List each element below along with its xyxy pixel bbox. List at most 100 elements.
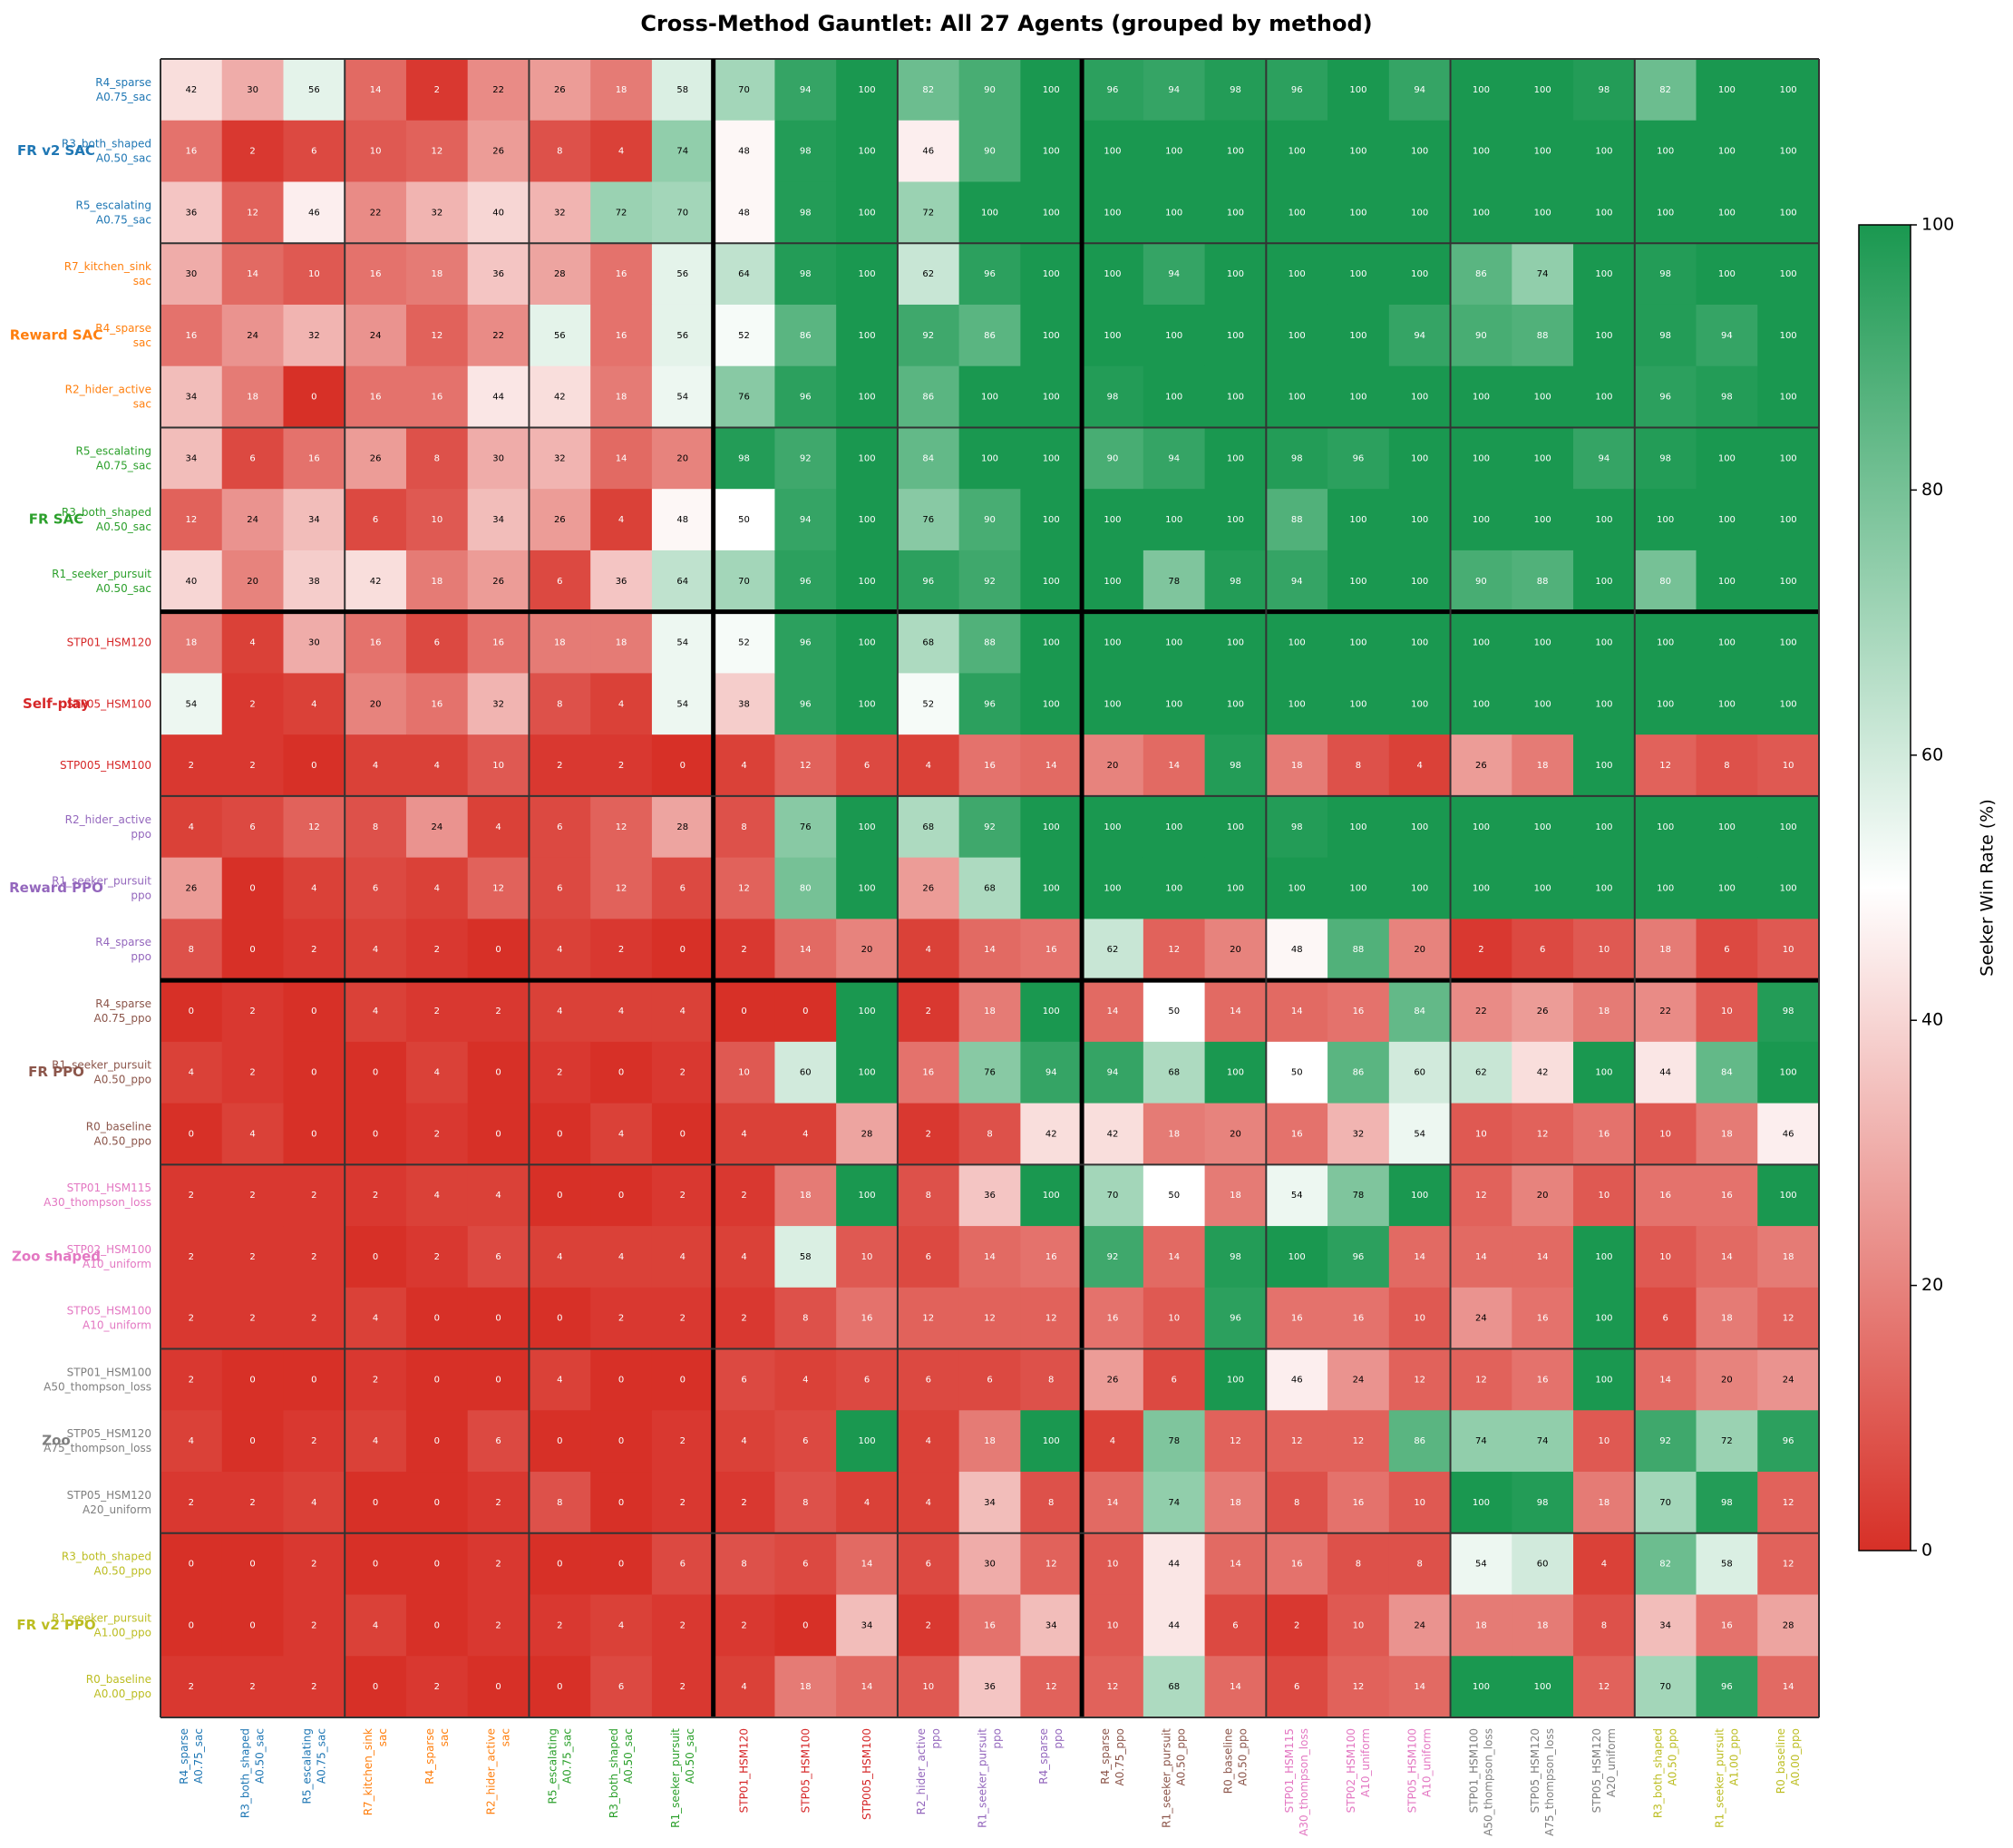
cell-value: 100 xyxy=(1349,884,1366,894)
cell-value: 42 xyxy=(1045,1129,1057,1139)
heatmap-cell xyxy=(651,734,715,797)
heatmap-cell xyxy=(774,1041,837,1104)
cell-value: 100 xyxy=(1165,822,1182,832)
heatmap-cell xyxy=(529,243,591,306)
heatmap-cell xyxy=(1696,120,1758,182)
heatmap-cell xyxy=(283,673,345,735)
heatmap-cell xyxy=(651,550,715,613)
heatmap-cell xyxy=(467,1472,530,1534)
cell-value: 16 xyxy=(1353,1314,1365,1324)
cell-value: 0 xyxy=(434,1620,440,1630)
heatmap-cell xyxy=(1327,919,1390,981)
heatmap-cell xyxy=(1450,1532,1512,1596)
row-label: R1_seeker_pursuit A1.00_ppo xyxy=(52,1611,151,1639)
cell-value: 8 xyxy=(1601,1620,1607,1630)
heatmap-cell xyxy=(1450,980,1512,1043)
heatmap-cell xyxy=(1757,1532,1820,1596)
row-label-line: A0.75_sac xyxy=(96,213,151,226)
heatmap-cell xyxy=(283,1656,345,1718)
cell-value: 54 xyxy=(676,699,688,709)
heatmap-cell xyxy=(1634,734,1697,797)
row-label-line: R1_seeker_pursuit xyxy=(52,874,151,887)
cell-value: 42 xyxy=(186,85,198,95)
cell-value: 100 xyxy=(1349,699,1366,709)
heatmap-cell xyxy=(958,59,1021,122)
heatmap-cell xyxy=(651,1041,715,1104)
heatmap-cell xyxy=(836,365,899,428)
cell-value: 28 xyxy=(554,269,566,279)
heatmap-cell xyxy=(467,304,530,367)
heatmap-cell xyxy=(1512,181,1574,244)
cell-value: 98 xyxy=(1230,85,1241,95)
cell-value: 12 xyxy=(984,1314,996,1324)
heatmap-cell xyxy=(1327,1656,1390,1718)
cell-value: 62 xyxy=(1107,945,1119,955)
row-label-line: sac xyxy=(133,336,151,348)
cell-value: 96 xyxy=(922,577,934,587)
cell-value: 6 xyxy=(802,1436,808,1446)
cell-value: 82 xyxy=(922,85,934,95)
cell-value: 16 xyxy=(1291,1129,1303,1139)
heatmap-cell xyxy=(221,1226,284,1289)
cell-value: 10 xyxy=(1475,1129,1487,1139)
heatmap-cell xyxy=(1512,59,1574,122)
heatmap-cell xyxy=(713,1656,775,1718)
heatmap-cell xyxy=(1573,795,1636,859)
cell-value: 50 xyxy=(738,515,750,525)
cell-value: 28 xyxy=(676,822,688,832)
cell-value: 12 xyxy=(431,331,442,341)
cell-value: 100 xyxy=(1043,1436,1060,1446)
heatmap-cell xyxy=(1327,980,1390,1043)
cell-value: 4 xyxy=(557,1252,562,1262)
cell-value: 100 xyxy=(1595,269,1612,279)
cell-value: 14 xyxy=(1230,1560,1241,1570)
heatmap-cell xyxy=(283,611,345,674)
col-label: R7_kitchen_sink sac xyxy=(362,1728,389,1815)
cell-value: 22 xyxy=(492,85,504,95)
cell-value: 100 xyxy=(858,638,875,648)
heatmap-cell xyxy=(1573,489,1636,551)
heatmap-cell xyxy=(467,1532,530,1596)
row-label: R5_escalating A0.75_sac xyxy=(75,444,151,472)
row-label: R3_both_shaped A0.50_sac xyxy=(62,137,151,164)
cell-value: 78 xyxy=(1168,577,1180,587)
cell-value: 100 xyxy=(1289,331,1306,341)
cell-value: 18 xyxy=(616,393,627,403)
heatmap-cell xyxy=(1696,1472,1758,1534)
row-label: STP02_HSM100 A10_uniform xyxy=(67,1242,151,1269)
cell-value: 2 xyxy=(618,945,624,955)
heatmap-cell xyxy=(1082,1410,1144,1473)
cell-value: 100 xyxy=(858,453,875,463)
heatmap-cell xyxy=(160,1287,223,1350)
row-label-line: A0.50_ppo xyxy=(93,1134,151,1147)
cell-value: 76 xyxy=(984,1068,996,1078)
cell-value: 100 xyxy=(1165,884,1182,894)
row-label: STP01_HSM115 A30_thompson_loss xyxy=(44,1182,151,1209)
heatmap-cell xyxy=(774,120,837,182)
cell-value: 100 xyxy=(1473,85,1490,95)
cell-value: 30 xyxy=(247,85,258,95)
cell-value: 100 xyxy=(1289,884,1306,894)
cell-value: 100 xyxy=(1165,515,1182,525)
cell-value: 100 xyxy=(1595,1068,1612,1078)
cell-value: 16 xyxy=(922,1068,934,1078)
heatmap-cell xyxy=(1757,673,1820,735)
cell-value: 100 xyxy=(1227,208,1244,218)
heatmap-cell xyxy=(590,1164,653,1227)
col-label: STP01_HSM120 xyxy=(737,1728,750,1813)
heatmap-cell xyxy=(405,1041,469,1104)
heatmap-cell xyxy=(1696,611,1758,674)
col-label-line: A10_uniform xyxy=(1358,1728,1371,1797)
row-label: R1_seeker_pursuit ppo xyxy=(52,874,151,901)
cell-value: 6 xyxy=(741,1375,746,1385)
cell-value: 2 xyxy=(249,761,255,771)
cell-value: 2 xyxy=(311,1560,316,1570)
heatmap-cell xyxy=(529,1287,591,1350)
cell-value: 54 xyxy=(1475,1560,1487,1570)
heatmap-cell xyxy=(467,611,530,674)
heatmap-cell xyxy=(713,980,775,1043)
colorbar-tick-label: 20 xyxy=(1921,1275,1943,1295)
heatmap-cell xyxy=(651,1410,715,1473)
heatmap-cell xyxy=(160,59,223,122)
col-label-line: A0.50_sac xyxy=(253,1728,266,1784)
